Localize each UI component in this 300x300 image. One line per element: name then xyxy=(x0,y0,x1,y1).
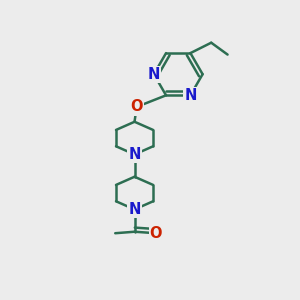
Text: O: O xyxy=(150,226,162,241)
Text: O: O xyxy=(130,99,143,114)
Text: N: N xyxy=(184,88,196,103)
Text: N: N xyxy=(128,147,141,162)
Text: N: N xyxy=(148,67,160,82)
Text: N: N xyxy=(128,202,141,217)
